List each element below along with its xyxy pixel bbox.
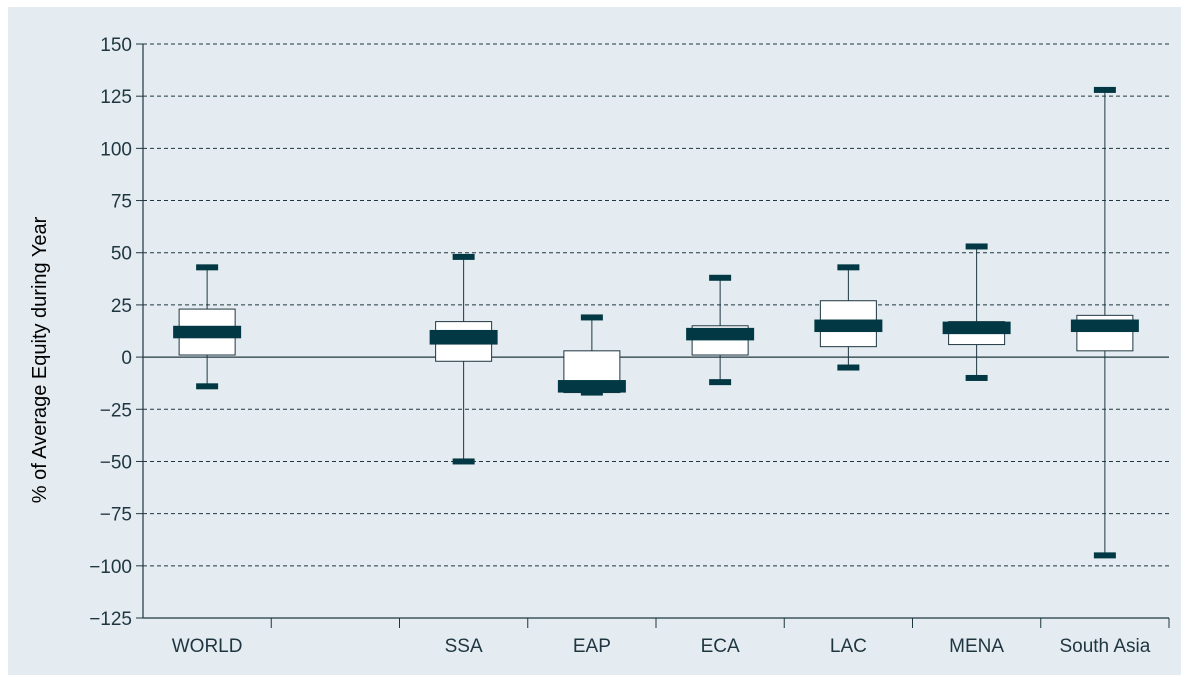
y-tick-label: 50 — [111, 244, 132, 265]
box-world — [173, 264, 242, 390]
x-tick-label: LAC — [830, 636, 867, 657]
y-tick-label: −50 — [100, 452, 132, 473]
median-bar — [942, 321, 1011, 335]
median-bar — [814, 319, 883, 333]
min-cap — [709, 379, 732, 386]
median-bar — [557, 380, 626, 393]
min-cap — [965, 374, 988, 381]
y-tick-label: 100 — [100, 139, 132, 160]
median-bar — [429, 329, 498, 345]
axes — [136, 43, 1170, 628]
min-cap — [837, 364, 860, 371]
max-cap — [709, 274, 732, 281]
min-cap — [196, 383, 219, 390]
min-cap — [1093, 552, 1116, 559]
boxes — [173, 86, 1139, 559]
y-tick-label: 125 — [100, 87, 132, 108]
median-bar — [173, 325, 242, 339]
box-eca — [686, 274, 755, 386]
x-tick-label: SSA — [445, 636, 483, 657]
max-cap — [580, 314, 603, 321]
x-tick-label: EAP — [573, 636, 611, 657]
box-lac — [814, 264, 883, 371]
x-tick-label: ECA — [701, 636, 740, 657]
x-tick-label: South Asia — [1059, 636, 1150, 657]
max-cap — [1093, 86, 1116, 93]
y-tick-label: 150 — [100, 35, 132, 56]
y-tick-label: −25 — [100, 400, 132, 421]
y-tick-label: 25 — [111, 296, 132, 317]
median-bar — [1070, 319, 1139, 333]
gridlines — [143, 43, 1169, 567]
box-south-asia — [1070, 86, 1139, 559]
min-cap — [452, 458, 475, 465]
min-cap — [580, 389, 603, 396]
y-tick-label: 75 — [111, 192, 132, 213]
y-tick-label: −75 — [100, 505, 132, 526]
y-tick-label: 0 — [121, 348, 132, 369]
x-tick-label: WORLD — [172, 636, 243, 657]
max-cap — [196, 264, 219, 271]
max-cap — [452, 253, 475, 260]
x-tick-label: MENA — [949, 636, 1004, 657]
y-tick-label: −125 — [89, 609, 132, 630]
box-eap — [557, 314, 626, 396]
y-axis-label: % of Average Equity during Year — [29, 216, 51, 503]
median-bar — [686, 327, 755, 341]
y-tick-label: −100 — [89, 557, 132, 578]
box-mena — [942, 243, 1011, 381]
max-cap — [837, 264, 860, 271]
labels: 150 125 100 75 50 25 0 −25 −50 −75 −100 −125 WORLD SS… — [89, 35, 1151, 657]
box-ssa — [429, 253, 498, 465]
max-cap — [965, 243, 988, 250]
